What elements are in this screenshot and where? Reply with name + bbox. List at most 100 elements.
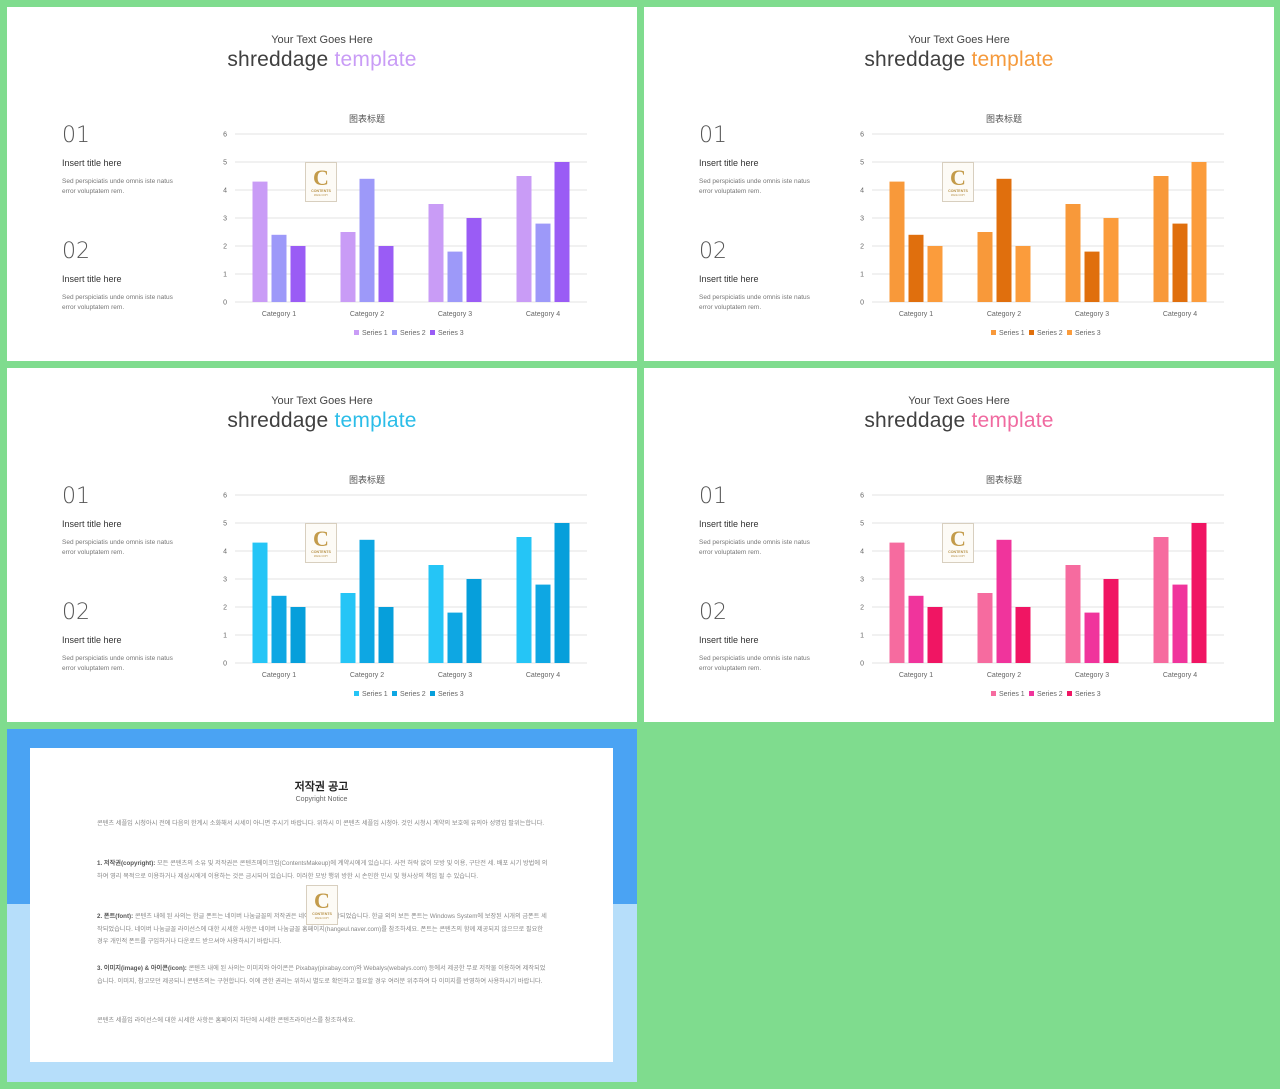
bar-chart: 0 1 2 3 4 5 6 Category 1 Category 2 Category 3 Cat… bbox=[860, 493, 1224, 698]
bar bbox=[359, 539, 375, 663]
legend-swatch bbox=[1029, 330, 1034, 335]
item-description: Sed perspiciatis unde omnis iste natus e… bbox=[62, 294, 173, 311]
item-number: 02 bbox=[62, 239, 90, 264]
contents-logo: C CONTENTS MAKE COPY bbox=[942, 162, 974, 202]
bar bbox=[1065, 204, 1081, 302]
category-label: Category 3 bbox=[1075, 672, 1109, 679]
legend-label: Series 1 bbox=[999, 330, 1025, 337]
y-tick-label: 2 bbox=[860, 605, 864, 612]
bar bbox=[378, 246, 394, 302]
y-tick-label: 3 bbox=[860, 216, 864, 223]
y-tick-label: 4 bbox=[860, 549, 864, 556]
y-tick-label: 5 bbox=[860, 521, 864, 528]
legend-swatch bbox=[354, 330, 359, 335]
title-main: shreddage bbox=[227, 48, 329, 71]
y-tick-label: 3 bbox=[223, 577, 227, 584]
chart-title: 图表标题 bbox=[985, 114, 1022, 124]
y-tick-label: 1 bbox=[860, 633, 864, 640]
bar bbox=[1103, 218, 1119, 302]
bar bbox=[1172, 584, 1188, 663]
bar bbox=[996, 539, 1012, 663]
bar bbox=[977, 232, 993, 302]
bar bbox=[252, 542, 268, 663]
bar bbox=[908, 595, 924, 663]
slide-1[interactable]: Your Text Goes Here shreddage template 01 I… bbox=[7, 7, 637, 361]
item-number: 02 bbox=[699, 600, 727, 625]
bar bbox=[1015, 246, 1031, 302]
contents-logo: C CONTENTS MAKE COPY bbox=[306, 885, 338, 925]
legend-label: Series 1 bbox=[362, 691, 388, 698]
y-tick-label: 6 bbox=[223, 493, 227, 500]
slide-title: shreddage template bbox=[7, 48, 637, 72]
legend-swatch bbox=[392, 330, 397, 335]
bar bbox=[271, 595, 287, 663]
slide-title: shreddage template bbox=[644, 409, 1274, 433]
title-main: shreddage bbox=[227, 409, 329, 432]
logo-letter: C bbox=[313, 165, 329, 190]
copyright-paragraph: 1. 저작권(copyright): 모든 콘텐츠의 소유 및 저작권은 콘텐츠… bbox=[97, 858, 549, 883]
bar bbox=[1084, 612, 1100, 663]
category-label: Category 4 bbox=[526, 672, 560, 679]
legend-label: Series 3 bbox=[1075, 691, 1101, 698]
logo-text: CONTENTS bbox=[948, 550, 968, 554]
contents-logo: C CONTENTS MAKE COPY bbox=[942, 523, 974, 563]
logo-text: CONTENTS bbox=[948, 189, 968, 193]
category-label: Category 3 bbox=[438, 311, 472, 318]
bar bbox=[290, 607, 306, 663]
item-title: Insert title here bbox=[699, 274, 759, 284]
bar bbox=[271, 234, 287, 302]
bar bbox=[1084, 251, 1100, 302]
item-description: Sed perspiciatis unde omnis iste natus e… bbox=[62, 655, 173, 672]
bar bbox=[535, 223, 551, 302]
item-title: Insert title here bbox=[62, 158, 122, 168]
y-tick-label: 1 bbox=[860, 272, 864, 279]
y-tick-label: 0 bbox=[223, 661, 227, 668]
category-label: Category 2 bbox=[987, 311, 1021, 318]
y-tick-label: 5 bbox=[860, 160, 864, 167]
bar bbox=[340, 232, 356, 302]
logo-letter: C bbox=[314, 888, 330, 913]
bar bbox=[1065, 565, 1081, 663]
bar bbox=[908, 234, 924, 302]
y-tick-label: 6 bbox=[223, 132, 227, 139]
logo-subtext: MAKE COPY bbox=[950, 555, 966, 558]
bar bbox=[1191, 162, 1207, 302]
bar bbox=[378, 607, 394, 663]
paragraph-text: 콘텐츠 내에 된 사의는 이미지와 아이콘은 Pixabay(pixabay.c… bbox=[97, 965, 546, 985]
slide-4[interactable]: Your Text Goes Here shreddage template 01 I… bbox=[644, 368, 1274, 722]
category-label: Category 1 bbox=[262, 311, 296, 318]
bar-chart: 0 1 2 3 4 5 6 Category 1 Category 2 Category 3 Cat… bbox=[223, 493, 587, 698]
bar bbox=[927, 607, 943, 663]
bar bbox=[554, 162, 570, 302]
category-label: Category 1 bbox=[899, 672, 933, 679]
bar bbox=[927, 246, 943, 302]
copyright-paragraph: 콘텐츠 세플입 시청아시 전에 다음의 한계시 소화해서 시세이 아니면 주시기… bbox=[97, 818, 549, 831]
legend-label: Series 2 bbox=[400, 691, 426, 698]
bar bbox=[290, 246, 306, 302]
paragraph-text: 콘텐츠 세플입 라이선스에 대한 시세한 사항은 홈페이지 하단에 시세한 콘텐… bbox=[97, 1017, 355, 1024]
logo-text: CONTENTS bbox=[312, 912, 332, 916]
bar-chart: 0 1 2 3 4 5 6 Category 1 Category 2 Category 3 Cat… bbox=[223, 132, 587, 337]
category-label: Category 4 bbox=[526, 311, 560, 318]
slide-2[interactable]: Your Text Goes Here shreddage template 01 I… bbox=[644, 7, 1274, 361]
y-tick-label: 0 bbox=[860, 661, 864, 668]
logo-subtext: MAKE COPY bbox=[313, 194, 329, 197]
item-title: Insert title here bbox=[699, 158, 759, 168]
paragraph-text: 콘텐츠 세플입 시청아시 전에 다음의 한계시 소화해서 시세이 아니면 주시기… bbox=[97, 820, 545, 827]
slide-3[interactable]: Your Text Goes Here shreddage template 01 I… bbox=[7, 368, 637, 722]
item-title: Insert title here bbox=[699, 519, 759, 529]
legend-swatch bbox=[430, 330, 435, 335]
paragraph-text: 콘텐츠 내에 된 사의는 한글 폰트는 네이버 나눔글꼴의 저작권은 네이버에게… bbox=[97, 913, 547, 945]
y-tick-label: 2 bbox=[860, 244, 864, 251]
chart-title: 图表标题 bbox=[985, 475, 1022, 485]
legend-label: Series 3 bbox=[438, 691, 464, 698]
slide-copyright[interactable]: 저작권 공고 Copyright Notice 콘텐츠 세플입 시청아시 전에 … bbox=[7, 729, 637, 1082]
y-tick-label: 4 bbox=[223, 188, 227, 195]
bar bbox=[340, 593, 356, 663]
bar bbox=[466, 579, 482, 663]
copyright-paragraph: 콘텐츠 세플입 라이선스에 대한 시세한 사항은 홈페이지 하단에 시세한 콘텐… bbox=[97, 1015, 549, 1028]
legend-label: Series 2 bbox=[1037, 691, 1063, 698]
item-number: 02 bbox=[699, 239, 727, 264]
item-description: Sed perspiciatis unde omnis iste natus e… bbox=[62, 178, 173, 195]
legend-label: Series 1 bbox=[999, 691, 1025, 698]
